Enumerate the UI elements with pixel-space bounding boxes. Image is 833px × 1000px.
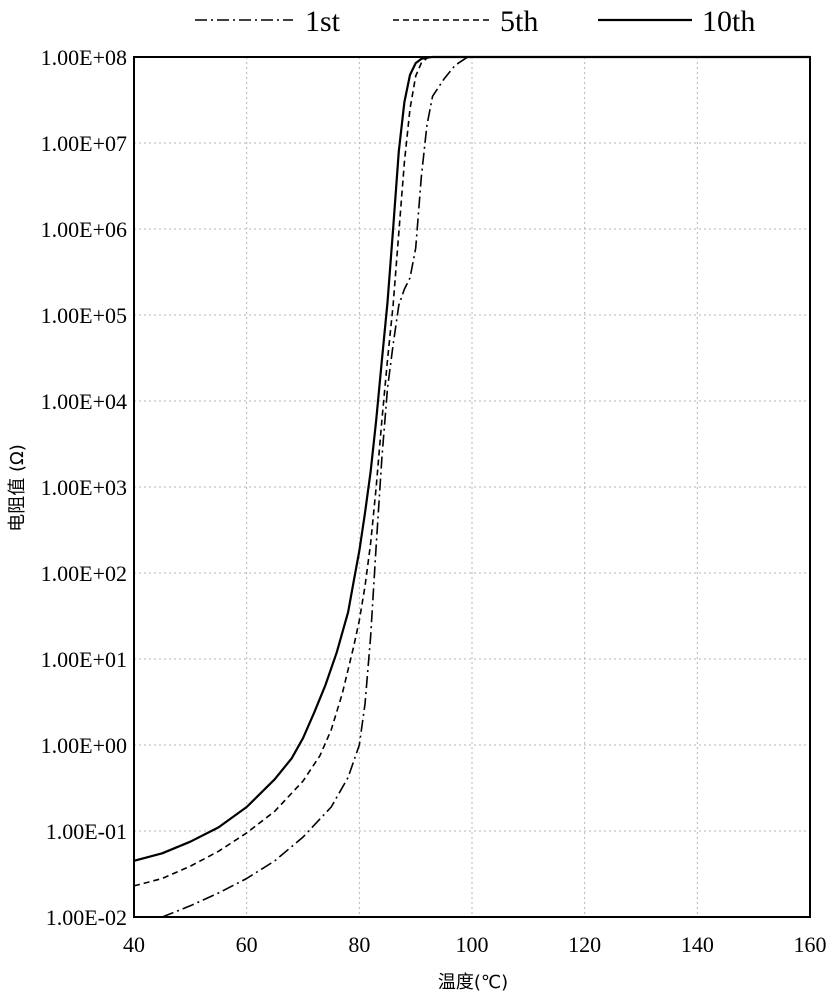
series-line-5th <box>134 57 810 886</box>
legend-label-5th: 5th <box>500 5 538 38</box>
y-tick-label-1.00E+06: 1.00E+06 <box>41 217 127 242</box>
y-tick-label-1.00E-02: 1.00E-02 <box>46 905 127 930</box>
x-tick-label-40: 40 <box>123 932 145 957</box>
y-axis-ticks: 1.00E-02 1.00E-01 1.00E+00 1.00E+01 1.00E+02… <box>41 45 127 930</box>
y-tick-label-1.00E+04: 1.00E+04 <box>41 389 127 414</box>
x-tick-label-140: 140 <box>681 932 714 957</box>
y-axis-title: 电阻值 (Ω) <box>7 444 28 532</box>
x-tick-label-80: 80 <box>348 932 370 957</box>
x-tick-label-120: 120 <box>568 932 601 957</box>
y-tick-label-1.00E+00: 1.00E+00 <box>41 733 127 758</box>
legend: 1st 5th 10th <box>195 5 755 38</box>
y-tick-label-1.00E+05: 1.00E+05 <box>41 303 127 328</box>
x-axis-title: 温度(℃) <box>438 972 508 993</box>
grid <box>134 57 810 917</box>
y-tick-label-1.00E+08: 1.00E+08 <box>41 45 127 70</box>
x-tick-label-160: 160 <box>794 932 827 957</box>
x-tick-label-60: 60 <box>236 932 258 957</box>
x-tick-label-100: 100 <box>456 932 489 957</box>
y-tick-label-1.00E+01: 1.00E+01 <box>41 647 127 672</box>
x-axis-ticks: 40 60 80 100 120 140 160 <box>123 932 827 957</box>
y-tick-label-1.00E+07: 1.00E+07 <box>41 131 127 156</box>
legend-label-1st: 1st <box>305 5 341 38</box>
legend-label-10th: 10th <box>702 5 755 38</box>
y-tick-label-1.00E+02: 1.00E+02 <box>41 561 127 586</box>
y-tick-label-1.00E-01: 1.00E-01 <box>46 819 127 844</box>
y-tick-label-1.00E+03: 1.00E+03 <box>41 475 127 500</box>
